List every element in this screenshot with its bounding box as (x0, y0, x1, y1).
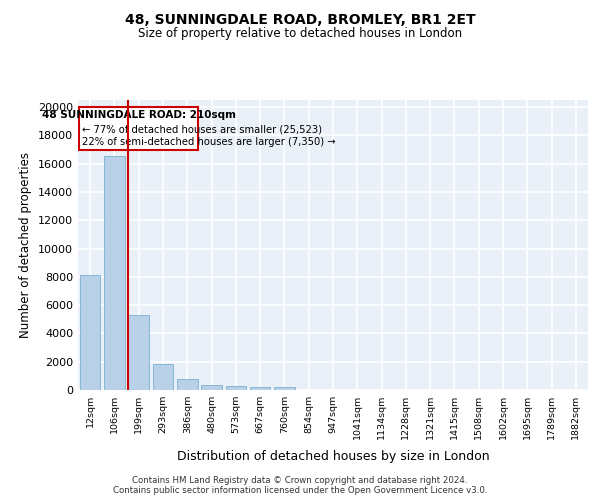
Text: ← 77% of detached houses are smaller (25,523): ← 77% of detached houses are smaller (25… (82, 124, 322, 134)
Bar (250, 387, 271, 390)
Text: 48 SUNNINGDALE ROAD: 210sqm: 48 SUNNINGDALE ROAD: 210sqm (42, 110, 236, 120)
Bar (226, 386, 246, 390)
FancyBboxPatch shape (79, 107, 198, 150)
Bar (152, 364, 173, 390)
Text: 22% of semi-detached houses are larger (7,350) →: 22% of semi-detached houses are larger (… (82, 137, 335, 147)
Text: Contains HM Land Registry data © Crown copyright and database right 2024.: Contains HM Land Registry data © Crown c… (132, 476, 468, 485)
Bar (201, 386, 222, 390)
Bar (274, 387, 295, 390)
Text: Contains public sector information licensed under the Open Government Licence v3: Contains public sector information licen… (113, 486, 487, 495)
X-axis label: Distribution of detached houses by size in London: Distribution of detached houses by size … (176, 450, 490, 464)
Bar (80, 276, 100, 390)
Bar (177, 378, 197, 390)
Text: 48, SUNNINGDALE ROAD, BROMLEY, BR1 2ET: 48, SUNNINGDALE ROAD, BROMLEY, BR1 2ET (125, 12, 475, 26)
Bar (128, 315, 149, 390)
Text: Size of property relative to detached houses in London: Size of property relative to detached ho… (138, 28, 462, 40)
Y-axis label: Number of detached properties: Number of detached properties (19, 152, 32, 338)
Bar (104, 156, 125, 390)
